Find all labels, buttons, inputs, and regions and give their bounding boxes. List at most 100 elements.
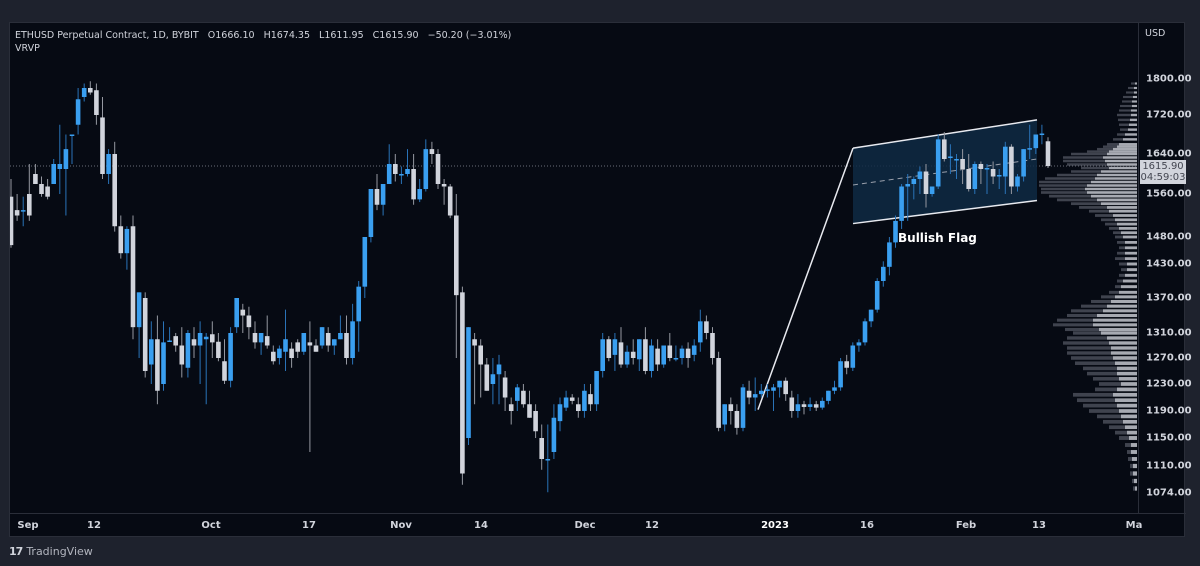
volume-profile-bar-up: [1093, 318, 1137, 322]
candle-body: [771, 387, 776, 391]
volume-profile-bar-down: [1053, 323, 1093, 327]
candle-body: [1027, 148, 1032, 150]
candle-body: [149, 339, 154, 365]
volume-profile-bar-down: [1128, 86, 1134, 90]
volume-profile-bar-up: [1125, 241, 1137, 244]
candle-body: [344, 333, 349, 358]
candle-body: [893, 220, 898, 243]
candle-body: [325, 333, 331, 346]
volume-profile-bar-up: [1123, 138, 1137, 141]
volume-profile-bar-down: [1083, 403, 1117, 408]
time-tick-label: 14: [474, 520, 488, 531]
candle-body: [673, 358, 679, 360]
volume-profile-bar-down: [1079, 206, 1107, 209]
volume-profile-bar-down: [1087, 150, 1109, 153]
volume-profile-bar-up: [1109, 150, 1137, 153]
bullish-flag-label[interactable]: Bullish Flag: [898, 231, 977, 245]
volume-profile-bar-up: [1128, 128, 1137, 131]
candle-body: [264, 336, 270, 346]
volume-profile-bar-up: [1132, 457, 1137, 461]
candle-body: [1039, 133, 1045, 136]
volume-profile-bar-up: [1133, 471, 1137, 476]
candle-body: [807, 404, 813, 407]
volume-profile-bar-up: [1109, 209, 1137, 213]
candle-body: [874, 281, 880, 310]
candle-body: [490, 374, 496, 384]
time-axis[interactable]: Sep 12 Oct 17 Nov 14 Dec 12 2023 16 Feb 13 Ma: [10, 513, 1186, 539]
volume-profile-bar-down: [1065, 327, 1099, 332]
price-axis[interactable]: USD 1800.00 1720.00 1640.00 1560.00 1480.00 1…: [1138, 23, 1192, 513]
volume-profile-bar-down: [1125, 443, 1131, 447]
candle-body: [813, 404, 819, 408]
candle-body: [496, 364, 502, 375]
volume-profile-bar-up: [1113, 147, 1137, 151]
candle-body: [600, 339, 605, 371]
volume-profile-bar-up: [1123, 279, 1137, 283]
volume-profile-bar-up: [1125, 251, 1137, 255]
volume-profile-bar-up: [1097, 198, 1137, 202]
candle-body: [374, 189, 380, 205]
volume-profile-bar-up: [1117, 366, 1137, 371]
candle-body: [929, 186, 935, 194]
candle-body: [319, 327, 325, 346]
candle-body: [789, 397, 795, 411]
candle-body: [45, 186, 50, 197]
ohlc-open: O1666.10: [207, 30, 255, 41]
candle-body: [618, 342, 624, 365]
candle-body: [460, 292, 465, 474]
volume-profile-bar-down: [1109, 290, 1119, 294]
candle-body: [332, 339, 337, 346]
volume-profile-bar-up: [1111, 346, 1137, 350]
candle-body: [130, 226, 136, 328]
candle-body: [637, 339, 642, 360]
bar-countdown: 04:59:03: [1140, 172, 1186, 184]
symbol-title[interactable]: ETHUSD Perpetual Contract, 1D, BYBIT: [15, 30, 199, 41]
indicator-legend-vrvp[interactable]: VRVP: [15, 43, 40, 54]
candle-body: [820, 400, 825, 408]
volume-profile-bar-up: [1134, 478, 1137, 484]
candle-body: [69, 134, 75, 136]
volume-profile-bar-down: [1109, 227, 1119, 230]
price-tick-label: 1150.00: [1146, 432, 1192, 444]
price-chart-plot[interactable]: ETHUSD Perpetual Contract, 1D, BYBIT O16…: [10, 23, 1138, 513]
volume-profile-bar-up: [1109, 166, 1137, 170]
volume-profile-bar-up: [1132, 104, 1137, 108]
candle-body: [954, 159, 959, 161]
volume-profile-bar-up: [1123, 235, 1137, 239]
volume-profile-bar-up: [1087, 184, 1137, 187]
volume-profile-bar-up: [1107, 336, 1137, 340]
volume-profile-bar-up: [1115, 398, 1137, 403]
candle-body: [417, 189, 422, 200]
candle-body: [740, 387, 746, 428]
volume-profile-bar-down: [1101, 295, 1115, 299]
candle-body: [777, 380, 782, 388]
candle-body: [630, 351, 636, 358]
candle-body: [734, 411, 740, 428]
candle-body: [935, 139, 941, 187]
candle-body: [63, 149, 69, 169]
volume-profile-bar-down: [1130, 471, 1133, 476]
candle-body: [222, 361, 227, 381]
volume-profile-bar-down: [1119, 246, 1125, 250]
volume-profile-bar-up: [1117, 371, 1137, 376]
last-price-tag: 1615.90 04:59:03: [1140, 160, 1186, 185]
candle-body: [472, 339, 477, 346]
volume-profile-bar-up: [1091, 180, 1137, 184]
time-tick-label: 2023: [761, 520, 789, 531]
volume-profile-bar-up: [1097, 173, 1137, 177]
volume-profile-bar-up: [1133, 463, 1137, 469]
volume-profile-bar-up: [1101, 331, 1137, 335]
volume-profile-bar-down: [1075, 361, 1115, 365]
candle-body: [887, 242, 892, 267]
volume-profile-bar-up: [1113, 392, 1137, 397]
volume-profile-bar-up: [1134, 86, 1137, 90]
volume-profile-bar-down: [1087, 371, 1117, 376]
candlestick-chart[interactable]: [10, 23, 1138, 513]
volume-profile-bar-down: [1105, 222, 1117, 226]
candle-body: [124, 228, 130, 254]
currency-label: USD: [1145, 28, 1166, 39]
volume-profile-bar-down: [1126, 91, 1134, 94]
volume-profile-bar-up: [1134, 91, 1137, 94]
candle-body: [429, 149, 435, 154]
candle-body: [862, 321, 868, 343]
